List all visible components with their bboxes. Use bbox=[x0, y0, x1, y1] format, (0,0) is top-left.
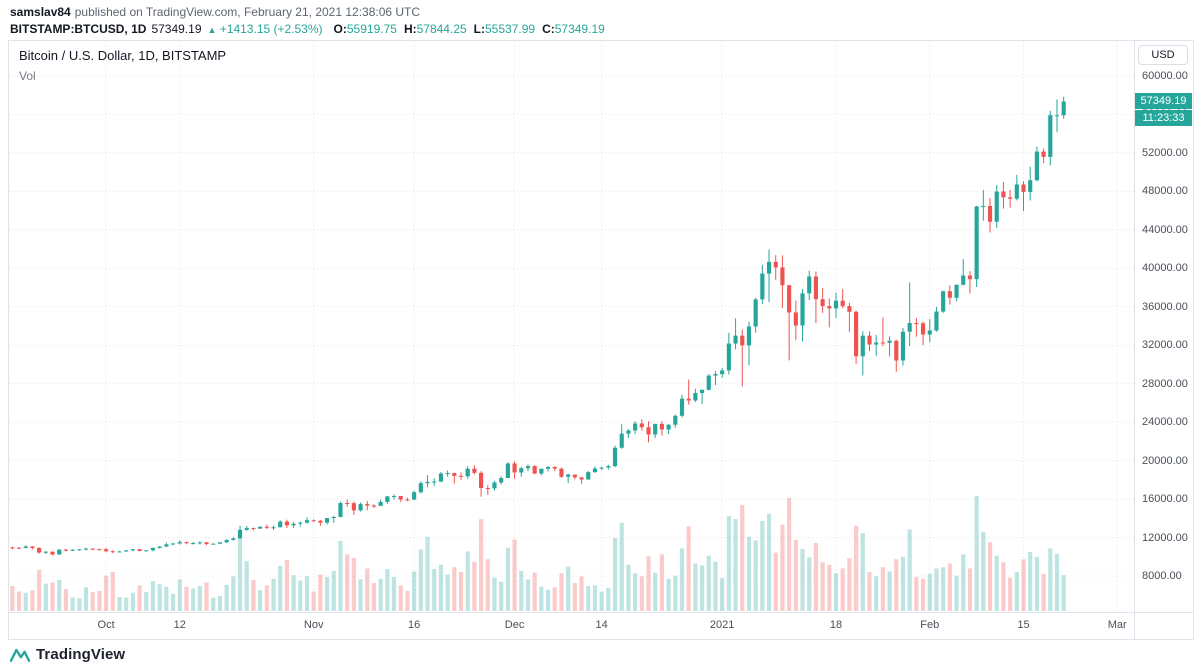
price-axis-label: 20000.00 bbox=[1142, 454, 1188, 467]
price-axis-label: 40000.00 bbox=[1142, 262, 1188, 275]
candles bbox=[10, 96, 1066, 556]
price-axis-label: 48000.00 bbox=[1142, 185, 1188, 198]
time-axis-label: Dec bbox=[504, 619, 525, 631]
username-link[interactable]: samslav84 bbox=[10, 5, 71, 19]
price-axis-label: 36000.00 bbox=[1142, 300, 1188, 313]
price-axis-label: 60000.00 bbox=[1142, 70, 1188, 82]
publish-info-line: samslav84 published on TradingView.com, F… bbox=[10, 5, 605, 20]
chart-container: Bitcoin / U.S. Dollar, 1D, BITSTAMP Vol … bbox=[8, 40, 1194, 640]
open-value: 55919.75 bbox=[346, 22, 397, 36]
tradingview-brand[interactable]: TradingView bbox=[36, 646, 126, 663]
low-value: 55537.99 bbox=[485, 22, 536, 36]
chart-pane[interactable]: Bitcoin / U.S. Dollar, 1D, BITSTAMP Vol bbox=[9, 41, 1135, 613]
time-axis-label: 14 bbox=[595, 619, 608, 631]
time-axis-label: 18 bbox=[829, 619, 843, 631]
symbol-info-line: BITSTAMP:BTCUSD, 1D 57349.19 ▲ +1413.15 (+… bbox=[10, 22, 605, 38]
countdown-badge: 11:23:33 bbox=[1135, 110, 1192, 127]
change-value: +1413.15 (+2.53%) bbox=[219, 22, 323, 36]
volume-legend: Vol bbox=[19, 69, 36, 83]
candlestick-chart[interactable] bbox=[9, 41, 1134, 611]
price-change: ▲ +1413.15 (+2.53%) bbox=[208, 22, 323, 36]
legend-symbol-title: Bitcoin / U.S. Dollar, 1D, BITSTAMP bbox=[19, 48, 227, 63]
time-axis-label: Nov bbox=[303, 619, 324, 631]
tradingview-logo-icon[interactable] bbox=[10, 646, 30, 663]
time-axis-label: Oct bbox=[97, 619, 115, 631]
time-axis-label: 12 bbox=[173, 619, 186, 631]
header-last-price: 57349.19 bbox=[151, 22, 202, 36]
close-label: C: bbox=[542, 22, 555, 36]
price-axis-label: 52000.00 bbox=[1142, 146, 1188, 159]
axis-corner bbox=[1135, 613, 1193, 639]
price-axis-label: 16000.00 bbox=[1142, 493, 1188, 506]
chart-legend: Bitcoin / U.S. Dollar, 1D, BITSTAMP Vol bbox=[19, 48, 226, 83]
published-text: published on TradingView.com, February 2… bbox=[74, 5, 421, 19]
volume-bars bbox=[10, 496, 1066, 611]
price-axis-label: 8000.00 bbox=[1142, 570, 1182, 582]
gridlines bbox=[9, 41, 1134, 611]
close-value: 57349.19 bbox=[554, 22, 605, 36]
time-axis-label: 2021 bbox=[709, 619, 735, 631]
high-label: H: bbox=[403, 22, 417, 36]
time-axis-label: Feb bbox=[920, 619, 940, 631]
currency-button[interactable]: USD bbox=[1138, 45, 1188, 65]
price-axis-label: 24000.00 bbox=[1142, 416, 1188, 429]
time-axis[interactable]: Oct 12 Nov 16 Dec 14 2021 18 Feb 15 Mar bbox=[9, 613, 1135, 639]
price-axis-label: 12000.00 bbox=[1142, 531, 1188, 544]
last-price-badge: 57349.19 bbox=[1135, 93, 1192, 110]
ohlc-values: O:55919.75 H:57844.25 L:55537.99 C:57349.19 bbox=[327, 22, 605, 36]
price-axis[interactable]: USD 60000.0056000.0052000.0048000.004400… bbox=[1135, 41, 1193, 613]
price-axis-label: 44000.00 bbox=[1142, 223, 1188, 236]
header: samslav84 published on TradingView.com, F… bbox=[10, 5, 605, 38]
up-arrow-icon: ▲ bbox=[207, 25, 217, 35]
price-axis-label: 28000.00 bbox=[1142, 377, 1188, 390]
price-axis-label: 32000.00 bbox=[1142, 339, 1188, 352]
high-value: 57844.25 bbox=[416, 22, 467, 36]
time-axis-label: 15 bbox=[1017, 619, 1030, 631]
symbol-name: BITSTAMP:BTCUSD, 1D bbox=[10, 22, 147, 36]
time-axis-label: Mar bbox=[1107, 619, 1127, 631]
open-label: O: bbox=[333, 22, 347, 36]
footer: TradingView bbox=[10, 646, 125, 663]
low-label: L: bbox=[473, 22, 485, 36]
time-axis-label: 16 bbox=[408, 619, 421, 631]
